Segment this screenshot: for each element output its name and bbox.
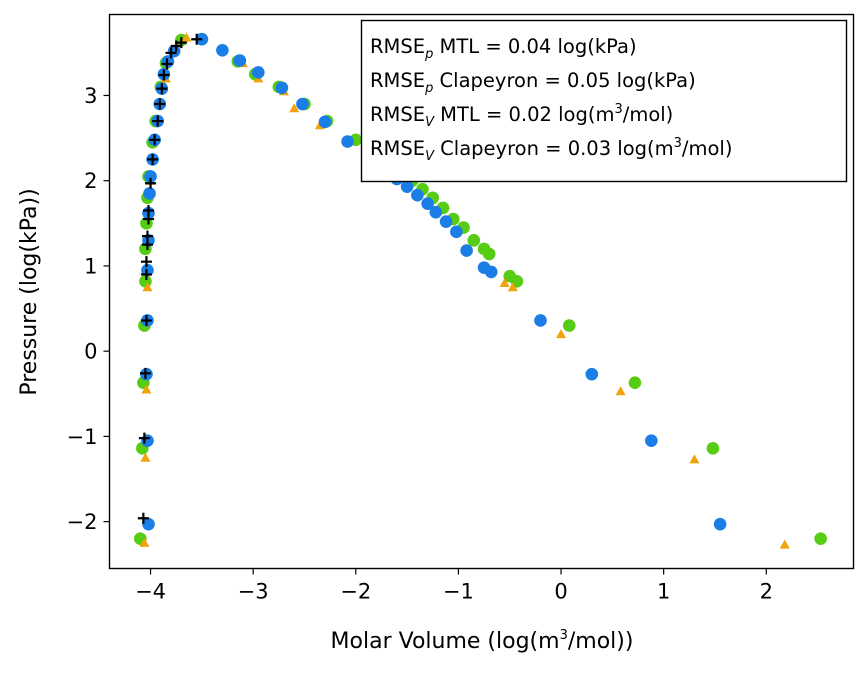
data-point xyxy=(562,319,576,332)
y-axis-title: Pressure (log(kPa)) xyxy=(17,188,42,395)
data-point xyxy=(175,37,187,49)
data-point xyxy=(181,32,192,42)
y-tick-label: −2 xyxy=(67,510,98,534)
x-axis-title: Molar Volume (log(m3/mol)) xyxy=(331,628,634,654)
x-tick-label: −1 xyxy=(443,580,474,604)
annotation-line: RMSEV MTL = 0.02 log(m3/mol) xyxy=(370,102,673,130)
data-point xyxy=(233,54,247,67)
data-point xyxy=(144,170,157,183)
data-point xyxy=(216,43,229,57)
data-point xyxy=(628,376,642,389)
annotation-frame xyxy=(360,19,848,183)
x-tick-label: 2 xyxy=(760,580,773,604)
x-tick-label: −3 xyxy=(238,580,269,604)
data-point xyxy=(499,277,510,287)
plot-frame xyxy=(108,13,855,570)
data-point xyxy=(296,97,309,111)
data-point xyxy=(139,537,150,547)
data-point xyxy=(507,282,518,292)
data-point xyxy=(142,517,155,531)
data-point xyxy=(140,256,152,268)
data-point xyxy=(139,367,151,379)
data-point xyxy=(156,83,168,95)
y-tick-label: 1 xyxy=(84,254,97,278)
y-tick-label: −1 xyxy=(67,425,98,449)
x-tick-label: −4 xyxy=(135,580,166,604)
data-point xyxy=(341,135,354,148)
data-point xyxy=(289,103,300,113)
data-point xyxy=(140,268,152,280)
data-point xyxy=(145,177,157,189)
data-point xyxy=(467,234,481,247)
y-tick-label: 2 xyxy=(84,169,97,193)
data-point xyxy=(779,539,790,549)
data-point xyxy=(556,329,567,339)
data-point xyxy=(154,98,166,110)
data-point xyxy=(165,47,177,59)
annotation-lines: RMSEp MTL = 0.04 log(kPa) RMSEp Clapeyron… xyxy=(370,35,732,164)
data-point xyxy=(191,33,203,45)
data-point xyxy=(484,265,498,279)
data-point xyxy=(615,386,626,396)
data-point xyxy=(137,512,149,524)
data-point xyxy=(161,58,173,70)
data-point xyxy=(158,69,170,81)
x-axis: −4 −3 −2 −1 0 1 2 xyxy=(135,568,773,604)
data-point xyxy=(534,314,547,327)
data-point xyxy=(400,180,414,193)
data-point xyxy=(421,197,434,211)
y-tick-label: 3 xyxy=(84,84,97,108)
data-point xyxy=(251,66,265,79)
data-point xyxy=(140,314,152,326)
data-point xyxy=(152,115,164,127)
data-point xyxy=(140,452,151,462)
data-point xyxy=(450,225,463,239)
x-tick-label: −2 xyxy=(340,580,371,604)
data-point xyxy=(275,81,289,95)
x-tick-label: 1 xyxy=(657,580,670,604)
data-point xyxy=(645,434,658,447)
data-point xyxy=(143,187,156,200)
data-point xyxy=(429,205,443,219)
data-point xyxy=(138,432,150,444)
series-blue-circles xyxy=(140,32,727,531)
annotation-line: RMSEp MTL = 0.04 log(kPa) xyxy=(370,35,637,62)
annotation-box: RMSEp MTL = 0.04 log(kPa) RMSEp Clapeyron… xyxy=(360,19,848,183)
data-point xyxy=(814,532,827,545)
data-point xyxy=(149,134,161,146)
data-point xyxy=(706,442,720,455)
data-point xyxy=(439,215,453,228)
data-point xyxy=(482,247,496,261)
data-point xyxy=(689,454,700,464)
data-point xyxy=(142,205,154,217)
x-tick-label: 0 xyxy=(554,580,567,604)
data-point xyxy=(141,384,152,394)
data-marks xyxy=(133,32,827,549)
data-point xyxy=(142,282,153,292)
y-tick-label: 0 xyxy=(84,340,97,364)
series-black-plus xyxy=(137,33,203,524)
annotation-line: RMSEV Clapeyron = 0.03 log(m3/mol) xyxy=(370,136,732,164)
data-point xyxy=(147,153,159,165)
y-axis: −2 −1 0 1 2 3 xyxy=(67,84,110,534)
data-point xyxy=(141,434,154,447)
data-point xyxy=(141,230,153,242)
data-point xyxy=(411,188,424,202)
data-point xyxy=(713,517,727,531)
annotation-line: RMSEp Clapeyron = 0.05 log(kPa) xyxy=(370,69,696,96)
data-point xyxy=(585,367,599,381)
data-point xyxy=(318,115,332,129)
data-point xyxy=(460,244,473,257)
